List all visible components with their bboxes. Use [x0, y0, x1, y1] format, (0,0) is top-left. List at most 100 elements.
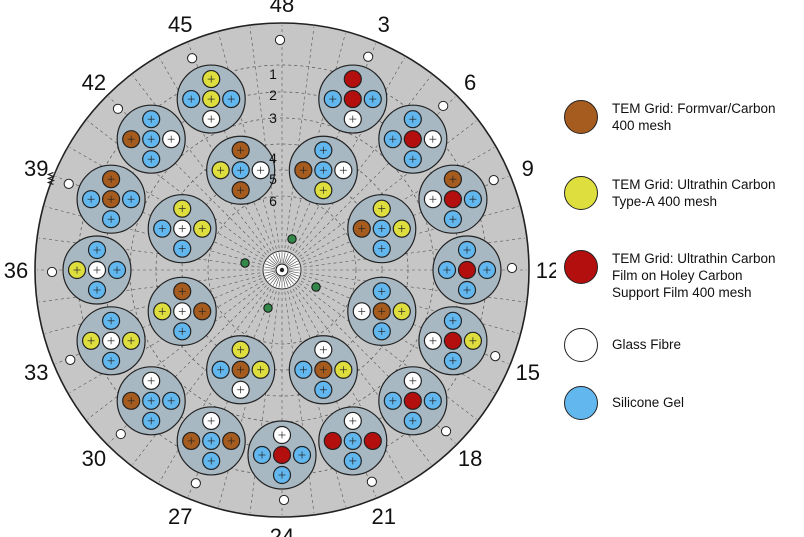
- rim-hole: [278, 494, 290, 506]
- sample-holder: [247, 420, 317, 490]
- sample-holder: [418, 164, 488, 234]
- hub-spoke: [278, 252, 282, 264]
- holey-sample: [272, 445, 292, 465]
- legend-item-glass: Glass Fibre: [564, 328, 681, 362]
- hub-spoke: [288, 270, 300, 274]
- guide-spoke: [39, 272, 261, 303]
- guide-spoke: [295, 75, 432, 253]
- sample-holder: [347, 194, 417, 264]
- red-circle-icon: [564, 250, 598, 284]
- rim-hole: [490, 351, 501, 362]
- hub-spoke: [270, 275, 278, 284]
- brown-circle-icon: [564, 100, 598, 134]
- position-label: 45: [168, 12, 192, 37]
- guide-ring: [207, 195, 357, 345]
- guide-spoke: [300, 280, 495, 393]
- holey-sample: [343, 89, 362, 109]
- guide-spoke: [45, 275, 261, 334]
- guide-spoke: [295, 287, 432, 465]
- sample-holder: [288, 335, 358, 405]
- alignment-hole: [311, 282, 321, 292]
- legend-label: TEM Grid: Ultrathin Carbon Type-A 400 me…: [612, 177, 776, 209]
- guide-spoke: [303, 237, 525, 268]
- position-label: 18: [458, 446, 482, 471]
- sample-holders: [62, 64, 502, 490]
- hub-spoke: [288, 263, 300, 268]
- guide-spoke: [292, 288, 405, 483]
- guide-spoke: [290, 43, 377, 250]
- hub-spoke: [264, 263, 276, 268]
- holey-sample: [343, 69, 362, 89]
- alignment-hole: [287, 234, 297, 244]
- guide-spoke: [297, 285, 456, 444]
- rim-hole: [46, 266, 58, 278]
- hub-spoke: [275, 276, 280, 288]
- guide-spoke: [302, 175, 509, 262]
- ring-label: 2: [269, 87, 277, 103]
- ring-label: 5: [269, 171, 277, 187]
- rim-hole: [506, 262, 518, 274]
- rim-hole: [112, 103, 124, 114]
- hub-spoke: [285, 254, 292, 265]
- guide-spoke: [287, 291, 346, 507]
- guide-spoke: [303, 275, 519, 334]
- guide-spoke: [300, 147, 495, 260]
- guide-spoke: [299, 120, 477, 257]
- rim-hole: [488, 175, 499, 186]
- guide-spoke: [287, 33, 346, 249]
- ring-label: 3: [269, 110, 277, 126]
- hub-spoke: [270, 256, 278, 265]
- sample-holder: [76, 164, 146, 234]
- rim-hole: [440, 426, 452, 437]
- hub-spoke: [286, 275, 294, 284]
- hub-spoke: [286, 256, 294, 265]
- sample-holder: [62, 235, 132, 305]
- holey-sample: [363, 431, 382, 451]
- legend-item-formvar: TEM Grid: Formvar/Carbon 400 mesh: [564, 100, 776, 134]
- sample-holder: [418, 306, 488, 376]
- position-label: 12: [536, 258, 556, 283]
- legend-item-ultrathin: TEM Grid: Ultrathin Carbon Type-A 400 me…: [564, 176, 776, 210]
- hub-spoke: [284, 276, 289, 288]
- rim-hole: [65, 354, 76, 365]
- hub-spoke: [287, 260, 298, 267]
- sample-holder: [318, 64, 388, 134]
- guide-spoke: [218, 291, 277, 507]
- hub-spoke: [272, 254, 279, 265]
- hub-spoke: [278, 276, 282, 288]
- alignment-hole: [263, 303, 273, 313]
- hub-spoke: [264, 266, 276, 270]
- guide-spoke: [69, 147, 264, 260]
- guide-spoke: [249, 291, 280, 513]
- hub-spoke: [275, 252, 280, 264]
- sample-holder: [147, 276, 217, 346]
- hub-spoke: [287, 258, 296, 266]
- guide-spoke: [55, 278, 262, 365]
- guide-spoke: [249, 27, 280, 249]
- rim-hole: [438, 100, 449, 112]
- position-label: 24: [270, 524, 294, 537]
- guide-spoke: [297, 96, 456, 255]
- guide-spoke: [299, 283, 477, 420]
- rim-hole: [190, 478, 201, 489]
- rim-hole: [63, 178, 74, 189]
- guide-spoke: [108, 96, 267, 255]
- guide-spoke: [218, 33, 277, 249]
- rim-notch: [46, 171, 56, 186]
- hub-spoke: [264, 270, 276, 274]
- position-label: 21: [372, 504, 396, 529]
- guide-spoke: [132, 287, 269, 465]
- sample-holder: [147, 194, 217, 264]
- rim-hole: [115, 428, 126, 440]
- hub-spoke: [268, 274, 277, 282]
- hub-spoke: [287, 274, 296, 282]
- position-label: 48: [270, 0, 294, 17]
- guide-spoke: [290, 290, 377, 497]
- ring-label: 1: [269, 66, 277, 82]
- blue-circle-icon: [564, 386, 598, 420]
- guide-spoke: [284, 291, 315, 513]
- white-circle-icon: [564, 328, 598, 362]
- guide-spoke: [159, 57, 272, 252]
- legend-label: TEM Grid: Ultrathin Carbon Film on Holey…: [612, 251, 776, 300]
- sample-holder: [206, 335, 276, 405]
